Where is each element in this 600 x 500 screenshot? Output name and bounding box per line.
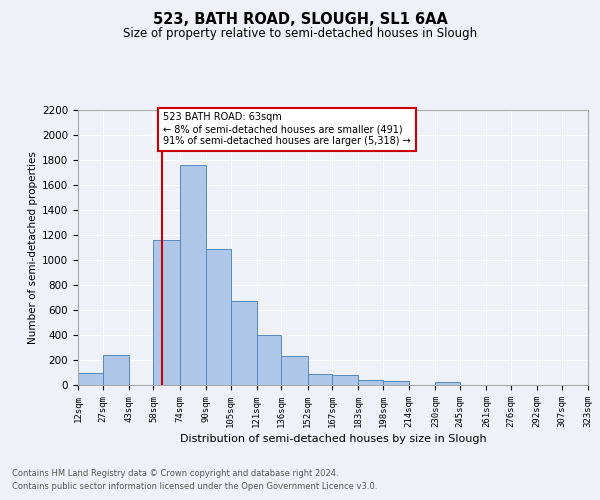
Text: 523 BATH ROAD: 63sqm
← 8% of semi-detached houses are smaller (491)
91% of semi-: 523 BATH ROAD: 63sqm ← 8% of semi-detach… [163,112,411,146]
Bar [154,240,179,385]
Text: 523, BATH ROAD, SLOUGH, SL1 6AA: 523, BATH ROAD, SLOUGH, SL1 6AA [152,12,448,28]
Bar [308,374,332,385]
X-axis label: Distribution of semi-detached houses by size in Slough: Distribution of semi-detached houses by … [179,434,487,444]
Bar [358,380,383,385]
Text: Size of property relative to semi-detached houses in Slough: Size of property relative to semi-detach… [123,28,477,40]
Bar [103,355,129,385]
Bar [332,375,358,385]
Bar [436,382,460,385]
Y-axis label: Number of semi-detached properties: Number of semi-detached properties [28,151,38,344]
Bar [78,372,103,385]
Bar [281,356,308,385]
Text: Contains HM Land Registry data © Crown copyright and database right 2024.: Contains HM Land Registry data © Crown c… [12,468,338,477]
Bar [230,301,257,385]
Bar [179,165,206,385]
Bar [206,248,230,385]
Bar [383,381,409,385]
Bar [257,335,281,385]
Text: Contains public sector information licensed under the Open Government Licence v3: Contains public sector information licen… [12,482,377,491]
